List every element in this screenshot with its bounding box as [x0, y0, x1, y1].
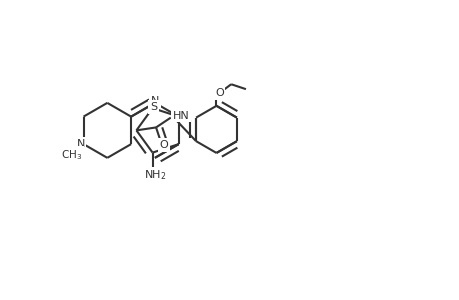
Text: N: N: [76, 139, 84, 149]
Text: O: O: [159, 140, 168, 150]
Text: O: O: [215, 88, 224, 98]
Text: CH$_3$: CH$_3$: [61, 148, 82, 162]
Text: HN: HN: [173, 111, 189, 121]
Text: NH$_2$: NH$_2$: [144, 168, 167, 182]
Text: N: N: [151, 96, 159, 106]
Text: S: S: [150, 102, 157, 112]
